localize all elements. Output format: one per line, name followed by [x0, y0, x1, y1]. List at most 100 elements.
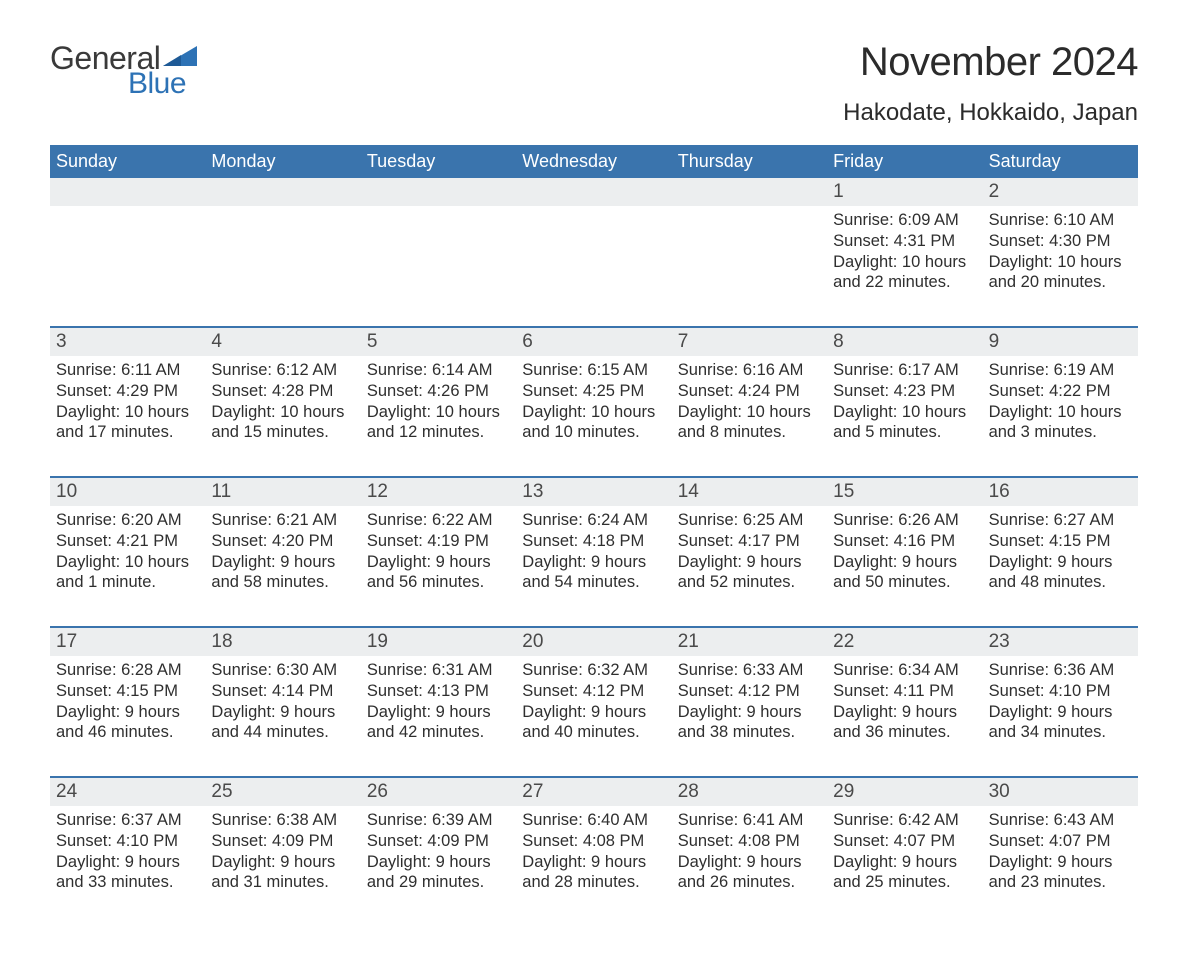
day-number-cell: 20: [516, 628, 671, 656]
daylight-text: Daylight: 10 hours and 10 minutes.: [522, 402, 665, 444]
sunrise-text: Sunrise: 6:30 AM: [211, 660, 354, 681]
sunset-text: Sunset: 4:15 PM: [56, 681, 199, 702]
daylight-text: Daylight: 9 hours and 50 minutes.: [833, 552, 976, 594]
day-detail-cell: Sunrise: 6:15 AMSunset: 4:25 PMDaylight:…: [516, 356, 671, 460]
daylight-text: Daylight: 9 hours and 46 minutes.: [56, 702, 199, 744]
sunrise-text: Sunrise: 6:16 AM: [678, 360, 821, 381]
day-detail-cell: Sunrise: 6:37 AMSunset: 4:10 PMDaylight:…: [50, 806, 205, 910]
day-detail-cell: [205, 206, 360, 310]
day-number-cell: [361, 178, 516, 206]
daylight-text: Daylight: 9 hours and 29 minutes.: [367, 852, 510, 894]
sunset-text: Sunset: 4:10 PM: [989, 681, 1132, 702]
sunrise-text: Sunrise: 6:39 AM: [367, 810, 510, 831]
daylight-text: Daylight: 9 hours and 58 minutes.: [211, 552, 354, 594]
day-number-cell: 17: [50, 628, 205, 656]
sunset-text: Sunset: 4:13 PM: [367, 681, 510, 702]
daylight-text: Daylight: 10 hours and 5 minutes.: [833, 402, 976, 444]
day-number-cell: [672, 178, 827, 206]
sunrise-text: Sunrise: 6:24 AM: [522, 510, 665, 531]
day-number-row: 24252627282930: [50, 776, 1138, 806]
day-number-cell: 10: [50, 478, 205, 506]
day-number-cell: 13: [516, 478, 671, 506]
sunrise-text: Sunrise: 6:25 AM: [678, 510, 821, 531]
dow-header-cell: Tuesday: [361, 145, 516, 178]
day-detail-row: Sunrise: 6:09 AMSunset: 4:31 PMDaylight:…: [50, 206, 1138, 310]
daylight-text: Daylight: 9 hours and 25 minutes.: [833, 852, 976, 894]
day-detail-cell: Sunrise: 6:12 AMSunset: 4:28 PMDaylight:…: [205, 356, 360, 460]
day-number-cell: [205, 178, 360, 206]
day-number-cell: 27: [516, 778, 671, 806]
sunset-text: Sunset: 4:12 PM: [522, 681, 665, 702]
day-detail-cell: [672, 206, 827, 310]
sunset-text: Sunset: 4:31 PM: [833, 231, 976, 252]
daylight-text: Daylight: 10 hours and 22 minutes.: [833, 252, 976, 294]
day-number-cell: 3: [50, 328, 205, 356]
sunrise-text: Sunrise: 6:43 AM: [989, 810, 1132, 831]
sunset-text: Sunset: 4:21 PM: [56, 531, 199, 552]
daylight-text: Daylight: 9 hours and 42 minutes.: [367, 702, 510, 744]
sunset-text: Sunset: 4:14 PM: [211, 681, 354, 702]
dow-header-cell: Sunday: [50, 145, 205, 178]
day-detail-cell: Sunrise: 6:17 AMSunset: 4:23 PMDaylight:…: [827, 356, 982, 460]
logo-word-blue: Blue: [128, 67, 197, 101]
daylight-text: Daylight: 9 hours and 40 minutes.: [522, 702, 665, 744]
daylight-text: Daylight: 9 hours and 36 minutes.: [833, 702, 976, 744]
sunset-text: Sunset: 4:09 PM: [367, 831, 510, 852]
day-number-cell: 28: [672, 778, 827, 806]
day-detail-cell: Sunrise: 6:14 AMSunset: 4:26 PMDaylight:…: [361, 356, 516, 460]
sunset-text: Sunset: 4:29 PM: [56, 381, 199, 402]
sunrise-text: Sunrise: 6:31 AM: [367, 660, 510, 681]
dow-header-cell: Monday: [205, 145, 360, 178]
sunrise-text: Sunrise: 6:15 AM: [522, 360, 665, 381]
day-detail-cell: Sunrise: 6:16 AMSunset: 4:24 PMDaylight:…: [672, 356, 827, 460]
title-block: November 2024 Hakodate, Hokkaido, Japan: [843, 40, 1138, 127]
day-detail-cell: Sunrise: 6:30 AMSunset: 4:14 PMDaylight:…: [205, 656, 360, 760]
daylight-text: Daylight: 9 hours and 56 minutes.: [367, 552, 510, 594]
sunrise-text: Sunrise: 6:36 AM: [989, 660, 1132, 681]
sunrise-text: Sunrise: 6:10 AM: [989, 210, 1132, 231]
daylight-text: Daylight: 10 hours and 15 minutes.: [211, 402, 354, 444]
day-detail-cell: Sunrise: 6:28 AMSunset: 4:15 PMDaylight:…: [50, 656, 205, 760]
daylight-text: Daylight: 10 hours and 3 minutes.: [989, 402, 1132, 444]
day-detail-cell: Sunrise: 6:20 AMSunset: 4:21 PMDaylight:…: [50, 506, 205, 610]
sunset-text: Sunset: 4:15 PM: [989, 531, 1132, 552]
sunrise-text: Sunrise: 6:38 AM: [211, 810, 354, 831]
daylight-text: Daylight: 9 hours and 26 minutes.: [678, 852, 821, 894]
daylight-text: Daylight: 9 hours and 33 minutes.: [56, 852, 199, 894]
day-number-cell: 30: [983, 778, 1138, 806]
day-number-cell: 26: [361, 778, 516, 806]
calendar-grid: SundayMondayTuesdayWednesdayThursdayFrid…: [50, 145, 1138, 910]
day-number-row: 17181920212223: [50, 626, 1138, 656]
day-detail-cell: Sunrise: 6:26 AMSunset: 4:16 PMDaylight:…: [827, 506, 982, 610]
daylight-text: Daylight: 9 hours and 28 minutes.: [522, 852, 665, 894]
daylight-text: Daylight: 9 hours and 48 minutes.: [989, 552, 1132, 594]
day-number-cell: 6: [516, 328, 671, 356]
day-number-cell: 18: [205, 628, 360, 656]
sunset-text: Sunset: 4:10 PM: [56, 831, 199, 852]
day-number-row: 12: [50, 178, 1138, 206]
daylight-text: Daylight: 10 hours and 1 minute.: [56, 552, 199, 594]
day-detail-cell: Sunrise: 6:42 AMSunset: 4:07 PMDaylight:…: [827, 806, 982, 910]
day-number-cell: 29: [827, 778, 982, 806]
day-number-cell: 24: [50, 778, 205, 806]
day-number-cell: [516, 178, 671, 206]
dow-header-cell: Wednesday: [516, 145, 671, 178]
sunset-text: Sunset: 4:20 PM: [211, 531, 354, 552]
day-detail-cell: Sunrise: 6:32 AMSunset: 4:12 PMDaylight:…: [516, 656, 671, 760]
sunrise-text: Sunrise: 6:33 AM: [678, 660, 821, 681]
daylight-text: Daylight: 9 hours and 31 minutes.: [211, 852, 354, 894]
day-detail-cell: Sunrise: 6:19 AMSunset: 4:22 PMDaylight:…: [983, 356, 1138, 460]
sunrise-text: Sunrise: 6:09 AM: [833, 210, 976, 231]
sunrise-text: Sunrise: 6:22 AM: [367, 510, 510, 531]
day-detail-cell: Sunrise: 6:09 AMSunset: 4:31 PMDaylight:…: [827, 206, 982, 310]
day-number-cell: 15: [827, 478, 982, 506]
day-detail-cell: Sunrise: 6:10 AMSunset: 4:30 PMDaylight:…: [983, 206, 1138, 310]
day-detail-cell: Sunrise: 6:11 AMSunset: 4:29 PMDaylight:…: [50, 356, 205, 460]
dow-header-cell: Saturday: [983, 145, 1138, 178]
sunset-text: Sunset: 4:16 PM: [833, 531, 976, 552]
sunrise-text: Sunrise: 6:17 AM: [833, 360, 976, 381]
day-number-cell: 2: [983, 178, 1138, 206]
sunrise-text: Sunrise: 6:21 AM: [211, 510, 354, 531]
sunset-text: Sunset: 4:11 PM: [833, 681, 976, 702]
sunset-text: Sunset: 4:09 PM: [211, 831, 354, 852]
